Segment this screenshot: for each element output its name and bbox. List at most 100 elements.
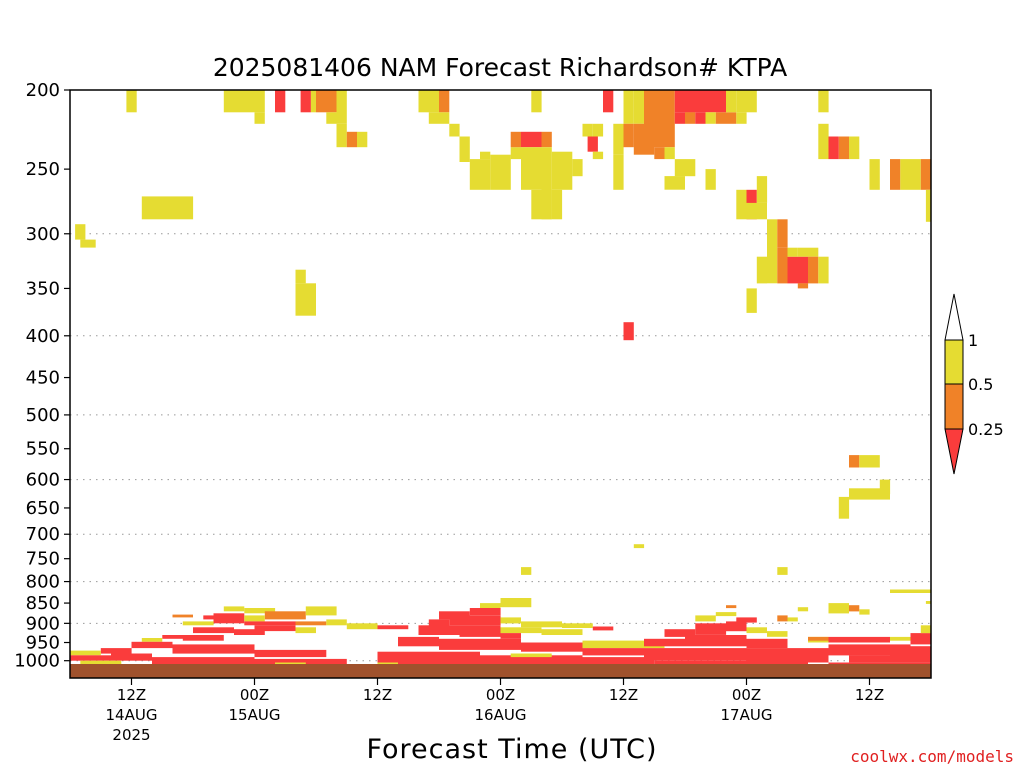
cell-163 xyxy=(695,615,716,622)
cell-149 xyxy=(398,636,439,647)
y-tick-label-700: 700 xyxy=(26,524,60,545)
cell-186 xyxy=(849,655,890,663)
cell-5 xyxy=(254,112,265,124)
cell-43 xyxy=(623,90,634,124)
cell-77 xyxy=(797,283,809,289)
cell-75 xyxy=(808,256,819,284)
cell-154 xyxy=(377,651,480,664)
cell-115 xyxy=(254,625,296,632)
cell-20 xyxy=(449,123,460,137)
cell-21 xyxy=(459,136,470,162)
cell-61 xyxy=(674,159,686,177)
cell-117 xyxy=(182,621,214,626)
cell-12 xyxy=(336,123,347,148)
cell-174 xyxy=(746,648,829,663)
cell-28 xyxy=(541,131,552,148)
cell-70 xyxy=(777,219,788,248)
cell-99 xyxy=(521,567,532,575)
cell-68 xyxy=(746,202,767,220)
cell-19 xyxy=(428,112,450,124)
cell-165 xyxy=(726,605,737,609)
cell-128 xyxy=(100,648,132,654)
cell-168 xyxy=(777,615,788,622)
cell-152 xyxy=(582,640,665,648)
y-tick-label-200: 200 xyxy=(26,80,60,101)
x-tick-label-3: 00Z xyxy=(486,686,515,704)
cell-181 xyxy=(849,605,860,612)
cell-73 xyxy=(787,247,798,257)
cell-161 xyxy=(726,621,747,632)
cell-170 xyxy=(644,638,685,647)
legend-swatch-0.25-0.5 xyxy=(944,383,964,430)
x-tick-date-0: 14AUG xyxy=(106,706,158,724)
cell-178 xyxy=(828,636,890,643)
cell-65 xyxy=(736,189,747,220)
cell-97 xyxy=(879,479,891,495)
legend-label-2: 0.25 xyxy=(968,420,1004,439)
ground-band xyxy=(70,664,931,678)
cell-112 xyxy=(326,619,347,626)
cell-6 xyxy=(275,90,286,113)
cell-32 xyxy=(572,159,583,177)
cell-36 xyxy=(582,123,593,137)
cell-76 xyxy=(818,256,829,284)
legend-swatch-0.5-1 xyxy=(944,339,964,385)
cell-130 xyxy=(70,655,111,661)
cell-22 xyxy=(469,159,491,190)
cell-162 xyxy=(736,617,757,623)
cell-93 xyxy=(859,455,880,468)
cell-137 xyxy=(469,608,501,616)
cell-89 xyxy=(920,159,932,190)
cell-39 xyxy=(592,151,604,160)
cell-104 xyxy=(223,606,245,612)
cell-103 xyxy=(480,603,501,611)
cell-29 xyxy=(521,147,542,190)
cell-145 xyxy=(500,627,542,634)
cell-167 xyxy=(767,631,788,637)
y-tick-label-500: 500 xyxy=(26,405,60,426)
cell-146 xyxy=(500,633,521,639)
cell-92 xyxy=(849,455,860,468)
y-tick-label-250: 250 xyxy=(26,159,60,180)
cell-171 xyxy=(685,635,747,647)
cell-124 xyxy=(182,635,224,641)
cell-10 xyxy=(336,90,347,124)
cell-100 xyxy=(777,567,788,575)
cell-52 xyxy=(685,90,706,113)
cell-151 xyxy=(521,642,583,652)
cell-150 xyxy=(439,638,521,650)
cell-179 xyxy=(890,636,911,641)
x-tick-label-6: 12Z xyxy=(855,686,884,704)
cell-79 xyxy=(746,288,757,313)
cell-78 xyxy=(756,256,768,284)
cell-134 xyxy=(80,660,122,664)
cell-125 xyxy=(131,641,173,649)
cell-82 xyxy=(818,136,829,160)
cell-118 xyxy=(172,614,193,618)
cell-184 xyxy=(808,636,829,641)
cell-122 xyxy=(162,635,194,639)
cell-80 xyxy=(818,90,829,113)
cell-140 xyxy=(500,617,521,624)
cell-175 xyxy=(654,660,747,664)
cell-129 xyxy=(70,650,101,656)
cell-147 xyxy=(541,629,583,635)
y-tick-label-1000: 1000 xyxy=(14,651,60,672)
cell-47 xyxy=(644,90,675,148)
cell-49 xyxy=(664,147,675,160)
cell-111 xyxy=(295,621,327,626)
cell-148 xyxy=(592,626,614,631)
cell-96 xyxy=(869,488,890,500)
cell-8 xyxy=(316,90,337,113)
y-tick-label-300: 300 xyxy=(26,224,60,245)
cell-59 xyxy=(726,90,737,113)
y-tick-label-750: 750 xyxy=(26,549,60,570)
cell-85 xyxy=(849,136,860,160)
cell-123 xyxy=(141,638,163,642)
cell-13 xyxy=(346,131,358,148)
cell-132 xyxy=(152,657,255,664)
cell-25 xyxy=(510,147,521,160)
x-tick-label-5: 00Z xyxy=(732,686,761,704)
cell-173 xyxy=(644,648,747,661)
x-axis-title: Forecast Time (UTC) xyxy=(366,734,657,765)
